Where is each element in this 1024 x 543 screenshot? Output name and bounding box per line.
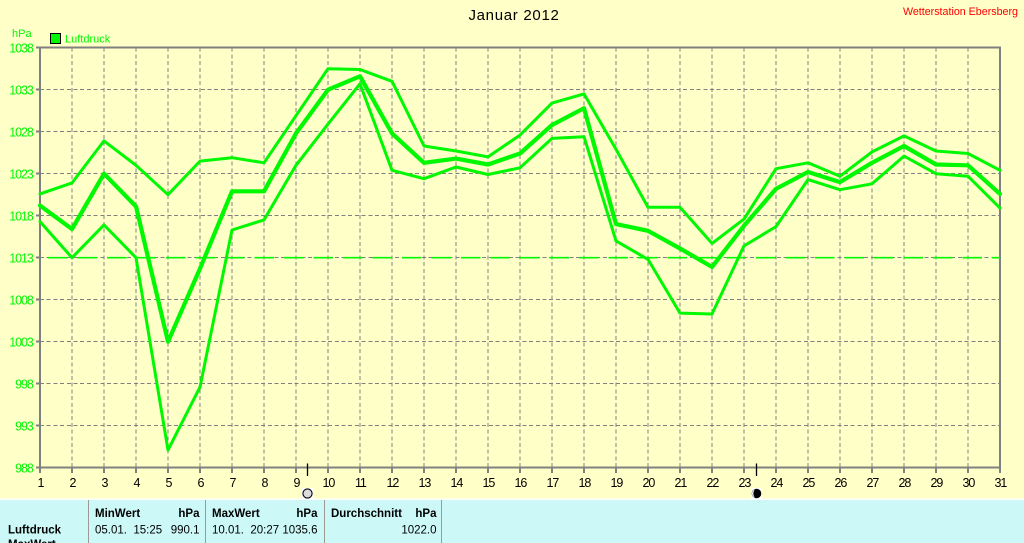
svg-text:26: 26 — [835, 476, 848, 490]
svg-text:18: 18 — [579, 476, 592, 490]
svg-text:MinWert: MinWert — [95, 508, 140, 520]
svg-text:993: 993 — [15, 420, 34, 434]
svg-text:1035.6: 1035.6 — [282, 525, 317, 537]
svg-text:MaxWert: MaxWert — [8, 539, 56, 543]
svg-text:31: 31 — [995, 476, 1008, 490]
svg-text:6: 6 — [197, 476, 204, 490]
svg-text:24: 24 — [771, 476, 784, 490]
svg-text:28: 28 — [899, 476, 912, 490]
svg-text:990.1: 990.1 — [171, 525, 200, 537]
svg-text:1: 1 — [37, 476, 44, 490]
svg-text:Luftdruck: Luftdruck — [65, 34, 111, 46]
svg-text:MaxWert: MaxWert — [212, 508, 260, 520]
svg-text:2: 2 — [69, 476, 76, 490]
svg-text:Luftdruck: Luftdruck — [8, 525, 62, 537]
svg-text:05.01. 15:25: 05.01. 15:25 — [95, 525, 162, 537]
svg-text:12: 12 — [387, 476, 400, 490]
svg-text:1003: 1003 — [9, 336, 34, 350]
svg-text:3: 3 — [101, 476, 108, 490]
svg-text:10: 10 — [323, 476, 336, 490]
svg-text:11: 11 — [355, 476, 367, 490]
svg-text:1008: 1008 — [9, 294, 34, 308]
svg-text:1038: 1038 — [9, 42, 34, 56]
svg-text:9: 9 — [293, 476, 300, 490]
svg-text:hPa: hPa — [296, 508, 318, 520]
svg-text:17: 17 — [547, 476, 560, 490]
svg-text:16: 16 — [515, 476, 528, 490]
svg-text:5: 5 — [165, 476, 172, 490]
svg-text:998: 998 — [15, 378, 34, 392]
svg-text:1013: 1013 — [9, 252, 34, 266]
svg-text:hPa: hPa — [178, 508, 200, 520]
svg-text:hPa: hPa — [12, 28, 32, 40]
svg-text:21: 21 — [675, 476, 688, 490]
svg-text:13: 13 — [419, 476, 432, 490]
svg-text:23: 23 — [739, 476, 752, 490]
svg-text:25: 25 — [803, 476, 816, 490]
svg-text:4: 4 — [133, 476, 140, 490]
svg-text:29: 29 — [931, 476, 944, 490]
svg-text:Wetterstation Ebersberg: Wetterstation Ebersberg — [903, 6, 1018, 18]
svg-text:15: 15 — [483, 476, 496, 490]
svg-text:30: 30 — [963, 476, 976, 490]
svg-text:19: 19 — [611, 476, 624, 490]
svg-text:10.01. 20:27: 10.01. 20:27 — [212, 525, 279, 537]
svg-text:7: 7 — [229, 476, 236, 490]
svg-text:1023: 1023 — [9, 168, 34, 182]
svg-text:1028: 1028 — [9, 126, 34, 140]
svg-text:Januar 2012: Januar 2012 — [468, 7, 559, 24]
svg-text:8: 8 — [261, 476, 268, 490]
svg-text:Durchschnitt: Durchschnitt — [331, 508, 402, 520]
svg-text:1033: 1033 — [9, 84, 34, 98]
svg-text:988: 988 — [15, 462, 34, 476]
svg-text:hPa: hPa — [415, 508, 437, 520]
svg-text:14: 14 — [451, 476, 464, 490]
svg-text:1022.0: 1022.0 — [401, 525, 436, 537]
svg-text:1018: 1018 — [9, 210, 34, 224]
svg-text:27: 27 — [867, 476, 880, 490]
svg-text:20: 20 — [643, 476, 656, 490]
svg-text:22: 22 — [707, 476, 720, 490]
